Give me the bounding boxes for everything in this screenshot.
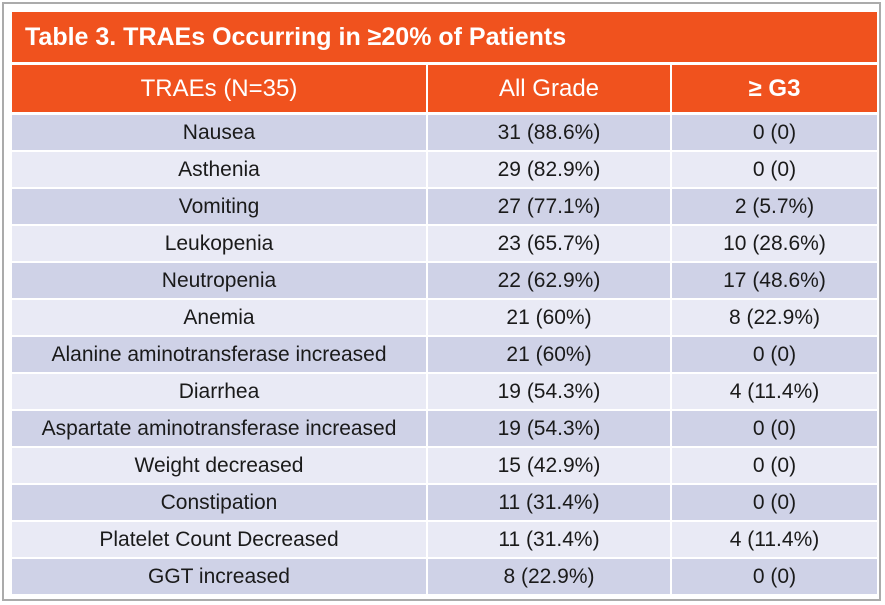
all-grade-cell: 19 (54.3%) xyxy=(428,374,672,409)
table-row: Vomiting 27 (77.1%) 2 (5.7%) xyxy=(12,189,877,224)
g3-cell: 8 (22.9%) xyxy=(672,300,877,335)
trae-name-cell: Asthenia xyxy=(12,152,428,187)
header-traes: TRAEs (N=35) xyxy=(12,65,428,112)
table-row: Aspartate aminotransferase increased 19 … xyxy=(12,411,877,446)
g3-cell: 2 (5.7%) xyxy=(672,189,877,224)
table-row: Neutropenia 22 (62.9%) 17 (48.6%) xyxy=(12,263,877,298)
table-row: Diarrhea 19 (54.3%) 4 (11.4%) xyxy=(12,374,877,409)
table-body: Nausea 31 (88.6%) 0 (0) Asthenia 29 (82.… xyxy=(12,115,877,594)
header-all-grade: All Grade xyxy=(428,65,672,112)
table-row: Nausea 31 (88.6%) 0 (0) xyxy=(12,115,877,150)
header-g3: ≥ G3 xyxy=(672,65,877,112)
trae-name-cell: Anemia xyxy=(12,300,428,335)
trae-name-cell: GGT increased xyxy=(12,559,428,594)
table-row: Leukopenia 23 (65.7%) 10 (28.6%) xyxy=(12,226,877,261)
trae-name-cell: Constipation xyxy=(12,485,428,520)
table-row: GGT increased 8 (22.9%) 0 (0) xyxy=(12,559,877,594)
all-grade-cell: 23 (65.7%) xyxy=(428,226,672,261)
table-row: Platelet Count Decreased 11 (31.4%) 4 (1… xyxy=(12,522,877,557)
trae-name-cell: Aspartate aminotransferase increased xyxy=(12,411,428,446)
g3-cell: 0 (0) xyxy=(672,448,877,483)
all-grade-cell: 11 (31.4%) xyxy=(428,522,672,557)
g3-cell: 17 (48.6%) xyxy=(672,263,877,298)
table-header-row: TRAEs (N=35) All Grade ≥ G3 xyxy=(12,65,877,112)
table-row: Asthenia 29 (82.9%) 0 (0) xyxy=(12,152,877,187)
g3-cell: 4 (11.4%) xyxy=(672,522,877,557)
all-grade-cell: 21 (60%) xyxy=(428,300,672,335)
g3-cell: 0 (0) xyxy=(672,337,877,372)
trae-name-cell: Platelet Count Decreased xyxy=(12,522,428,557)
all-grade-cell: 15 (42.9%) xyxy=(428,448,672,483)
g3-cell: 0 (0) xyxy=(672,115,877,150)
table-row: Alanine aminotransferase increased 21 (6… xyxy=(12,337,877,372)
table-title: Table 3. TRAEs Occurring in ≥20% of Pati… xyxy=(12,12,877,62)
trae-name-cell: Neutropenia xyxy=(12,263,428,298)
all-grade-cell: 8 (22.9%) xyxy=(428,559,672,594)
g3-cell: 0 (0) xyxy=(672,411,877,446)
all-grade-cell: 21 (60%) xyxy=(428,337,672,372)
all-grade-cell: 11 (31.4%) xyxy=(428,485,672,520)
g3-cell: 0 (0) xyxy=(672,152,877,187)
g3-cell: 4 (11.4%) xyxy=(672,374,877,409)
trae-name-cell: Diarrhea xyxy=(12,374,428,409)
g3-cell: 10 (28.6%) xyxy=(672,226,877,261)
all-grade-cell: 31 (88.6%) xyxy=(428,115,672,150)
trae-name-cell: Alanine aminotransferase increased xyxy=(12,337,428,372)
all-grade-cell: 22 (62.9%) xyxy=(428,263,672,298)
all-grade-cell: 29 (82.9%) xyxy=(428,152,672,187)
all-grade-cell: 19 (54.3%) xyxy=(428,411,672,446)
g3-cell: 0 (0) xyxy=(672,485,877,520)
table-row: Weight decreased 15 (42.9%) 0 (0) xyxy=(12,448,877,483)
table-row: Constipation 11 (31.4%) 0 (0) xyxy=(12,485,877,520)
trae-name-cell: Weight decreased xyxy=(12,448,428,483)
trae-name-cell: Nausea xyxy=(12,115,428,150)
traes-table: Table 3. TRAEs Occurring in ≥20% of Pati… xyxy=(12,12,877,596)
trae-name-cell: Vomiting xyxy=(12,189,428,224)
trae-name-cell: Leukopenia xyxy=(12,226,428,261)
table-row: Anemia 21 (60%) 8 (22.9%) xyxy=(12,300,877,335)
g3-cell: 0 (0) xyxy=(672,559,877,594)
all-grade-cell: 27 (77.1%) xyxy=(428,189,672,224)
